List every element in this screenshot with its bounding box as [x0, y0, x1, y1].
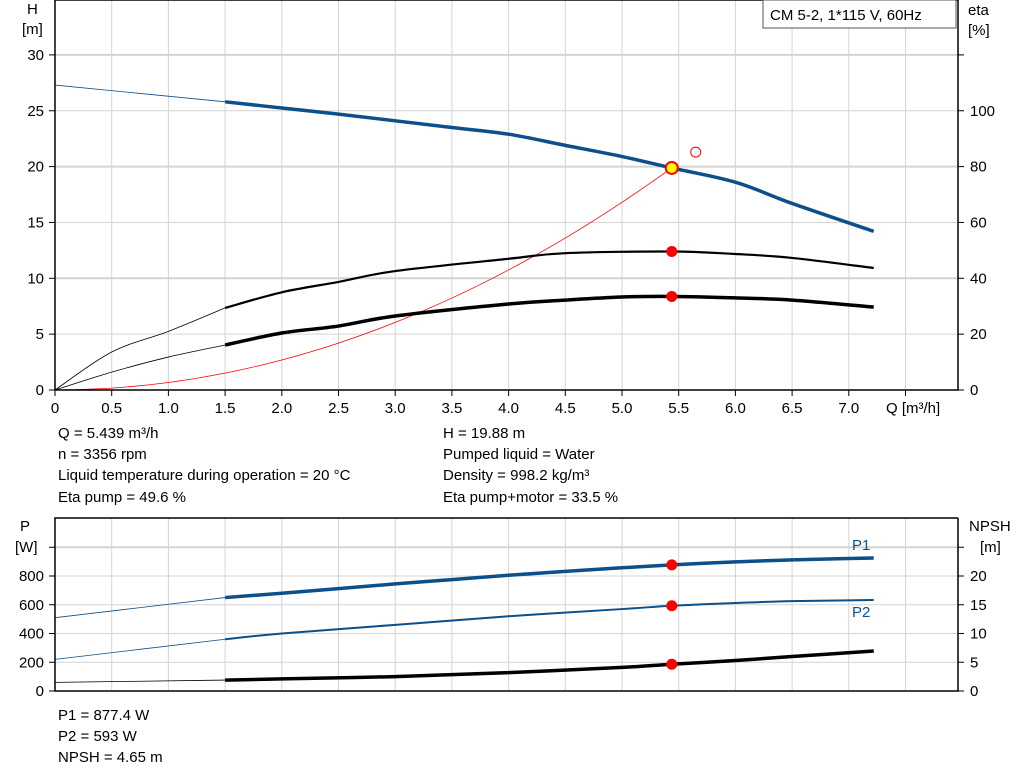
x-tick-label: 3.0: [385, 400, 406, 417]
x-tick-label: 1.0: [158, 400, 179, 417]
eta-tick-label: 0: [970, 382, 978, 399]
info-eta-pump-motor: Eta pump+motor = 33.5 %: [443, 489, 619, 506]
eta-pump-motor-duty-point: [666, 290, 678, 302]
x-tick-label: 4.0: [498, 400, 519, 417]
eta-pump-motor-curve: [224, 294, 874, 347]
x-tick-label: 4.5: [555, 400, 576, 417]
h-tick-label: 5: [36, 326, 44, 343]
eta-tick-label: 80: [970, 159, 987, 176]
npsh-duty-point: [666, 658, 678, 670]
npsh-tick-label: 10: [970, 626, 987, 643]
x-tick-label: 5.0: [612, 400, 633, 417]
h-tick-label: 30: [27, 47, 44, 64]
x-tick-label: 1.5: [215, 400, 236, 417]
p-axis-unit: [W]: [15, 539, 38, 556]
system-curve: [54, 167, 673, 391]
info-p2: P2 = 593 W: [58, 728, 137, 745]
q-axis-title: Q [m³/h]: [886, 400, 940, 417]
head-curve: [224, 100, 875, 234]
p2-curve-extrapolated: [54, 638, 226, 660]
eta-tick-label: 20: [970, 326, 987, 343]
h-tick-label: 15: [27, 214, 44, 231]
x-tick-label: 0: [51, 400, 59, 417]
x-tick-label: 3.5: [441, 400, 462, 417]
h-tick-label: 20: [27, 159, 44, 176]
eta-tick-label: 60: [970, 214, 987, 231]
legend-text: CM 5-2, 1*115 V, 60Hz: [770, 7, 922, 24]
p2-curve: [224, 599, 874, 641]
info-n: n = 3356 rpm: [58, 446, 147, 463]
h-tick-label: 10: [27, 270, 44, 287]
info-eta-pump: Eta pump = 49.6 %: [58, 489, 186, 506]
p1-duty-point: [666, 559, 678, 571]
npsh-axis-title: NPSH: [969, 518, 1011, 535]
eta-tick-label: 40: [970, 270, 987, 287]
info-temp: Liquid temperature during operation = 20…: [58, 467, 351, 484]
head-duty-point: [664, 160, 679, 175]
info-q: Q = 5.439 m³/h: [58, 425, 159, 442]
top-plot-frame: [54, 0, 959, 391]
npsh-tick-label: 15: [970, 597, 987, 614]
p2-series-label: P2: [852, 604, 870, 621]
p-tick-label: 0: [36, 683, 44, 700]
p-tick-label: 800: [19, 568, 44, 585]
x-tick-label: 2.0: [271, 400, 292, 417]
p-tick-label: 200: [19, 654, 44, 671]
info-npsh: NPSH = 4.65 m: [58, 749, 163, 766]
h-tick-label: 25: [27, 103, 44, 120]
npsh-tick-label: 20: [970, 568, 987, 585]
npsh-curve: [225, 649, 874, 682]
h-tick-label: 0: [36, 382, 44, 399]
eta-tick-label: 100: [970, 103, 995, 120]
p-tick-label: 600: [19, 597, 44, 614]
p1-curve: [224, 556, 874, 600]
h-axis-unit: [m]: [22, 21, 43, 38]
requested-point-marker: [690, 146, 702, 158]
npsh-curve-extrapolated: [54, 679, 226, 683]
info-p1: P1 = 877.4 W: [58, 707, 150, 724]
p-tick-label: 400: [19, 626, 44, 643]
eta-pump-motor-curve-extrapolated: [54, 344, 226, 391]
eta-axis-unit: [%]: [968, 22, 990, 39]
info-density: Density = 998.2 kg/m³: [443, 467, 590, 484]
p-axis-title: P: [20, 518, 30, 535]
eta-pump-curve-extrapolated: [54, 307, 226, 391]
npsh-axis-unit: [m]: [980, 539, 1001, 556]
p2-duty-point: [666, 600, 678, 612]
legend-box: [762, 0, 957, 29]
x-tick-label: 6.0: [725, 400, 746, 417]
p1-curve-extrapolated: [54, 597, 226, 619]
x-tick-label: 5.5: [668, 400, 689, 417]
info-liquid: Pumped liquid = Water: [443, 446, 595, 463]
npsh-tick-label: 0: [970, 683, 978, 700]
eta-pump-curve: [224, 250, 874, 309]
x-tick-label: 0.5: [101, 400, 122, 417]
eta-pump-duty-point: [666, 245, 678, 257]
h-axis-title: H: [27, 1, 38, 18]
x-tick-label: 2.5: [328, 400, 349, 417]
head-curve-extrapolated: [54, 84, 226, 103]
info-h: H = 19.88 m: [443, 425, 526, 442]
p1-series-label: P1: [852, 537, 870, 554]
npsh-tick-label: 5: [970, 654, 978, 671]
x-tick-label: 7.0: [838, 400, 859, 417]
x-tick-label: 6.5: [782, 400, 803, 417]
eta-axis-title: eta: [968, 2, 990, 19]
